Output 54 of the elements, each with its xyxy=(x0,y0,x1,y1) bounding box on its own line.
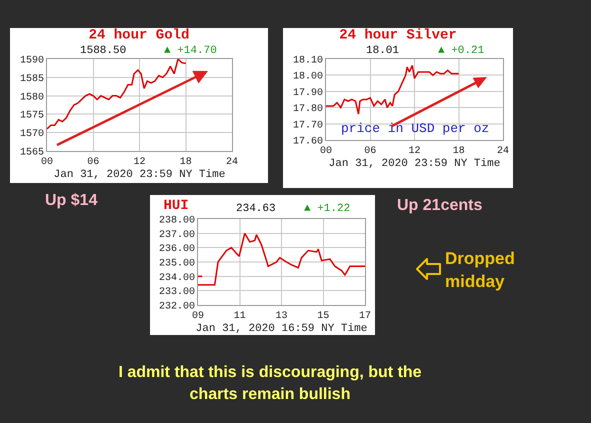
x-tick-label: 18 xyxy=(180,157,192,168)
x-axis-title: Jan 31, 2020 23:59 NY Time xyxy=(328,158,500,170)
x-tick-label: 00 xyxy=(320,146,332,157)
x-tick-label: 06 xyxy=(364,146,376,157)
x-tick-label: 15 xyxy=(317,311,330,322)
y-tick-label: 17.90 xyxy=(292,88,323,99)
chart-title: 24 hour Gold xyxy=(88,28,190,44)
text: 1588.50 xyxy=(80,45,126,57)
y-tick-label: 1570 xyxy=(20,129,44,140)
text: I admit that this is discouraging, but the charts remain bullish xyxy=(117,363,423,405)
y-tick-label: 236.00 xyxy=(158,244,195,256)
text: ▲ +1.22 xyxy=(304,203,350,215)
text: ▲ +14.70 xyxy=(164,45,217,57)
line-series xyxy=(198,232,365,286)
y-tick-label: 1590 xyxy=(20,56,44,66)
chart-title: HUI xyxy=(164,198,189,214)
y-tick-label: 1565 xyxy=(20,148,44,158)
x-tick-label: 18 xyxy=(452,146,465,157)
annotation: price in USD per oz xyxy=(341,121,490,136)
line-series xyxy=(326,64,460,115)
y-tick-label: 17.60 xyxy=(292,136,323,148)
text: Up 21cents xyxy=(397,196,484,216)
x-tick-label: 09 xyxy=(192,311,204,322)
y-tick-label: 18.10 xyxy=(292,56,323,66)
text: Dropped midday xyxy=(445,248,516,293)
text: ▲ +0.21 xyxy=(438,45,485,57)
y-tick-label: 238.00 xyxy=(158,216,195,226)
y-tick-label: 233.00 xyxy=(158,287,195,298)
y-tick-label: 234.00 xyxy=(158,272,195,284)
text: 234.63 xyxy=(236,203,276,215)
y-tick-label: 235.00 xyxy=(158,258,195,270)
x-axis-title: Jan 31, 2020 16:59 NY Time xyxy=(196,323,368,335)
x-tick-label: 00 xyxy=(40,157,54,168)
y-tick-label: 18.00 xyxy=(292,72,323,83)
y-tick-label: 17.70 xyxy=(292,120,323,132)
y-tick-label: 232.00 xyxy=(158,302,195,312)
text: Up $14 xyxy=(45,191,98,211)
y-tick-label: 17.80 xyxy=(292,104,323,116)
x-tick-label: 06 xyxy=(87,157,100,168)
y-tick-label: 1575 xyxy=(20,110,44,122)
y-tick-label: 1585 xyxy=(20,74,44,85)
y-tick-label: 237.00 xyxy=(158,230,195,241)
x-tick-label: 12 xyxy=(408,146,421,157)
x-tick-label: 24 xyxy=(226,157,238,168)
x-tick-label: 12 xyxy=(133,157,146,168)
x-tick-label: 24 xyxy=(496,146,510,157)
x-axis-title: Jan 31, 2020 23:59 NY Time xyxy=(54,169,226,182)
x-tick-label: 17 xyxy=(358,311,372,322)
line-series xyxy=(47,59,186,130)
text: 18.01 xyxy=(366,45,400,57)
x-tick-label: 13 xyxy=(275,311,288,322)
y-tick-label: 1580 xyxy=(20,92,44,104)
chart-title: 24 hour Silver xyxy=(339,28,457,44)
x-tick-label: 11 xyxy=(234,311,246,322)
